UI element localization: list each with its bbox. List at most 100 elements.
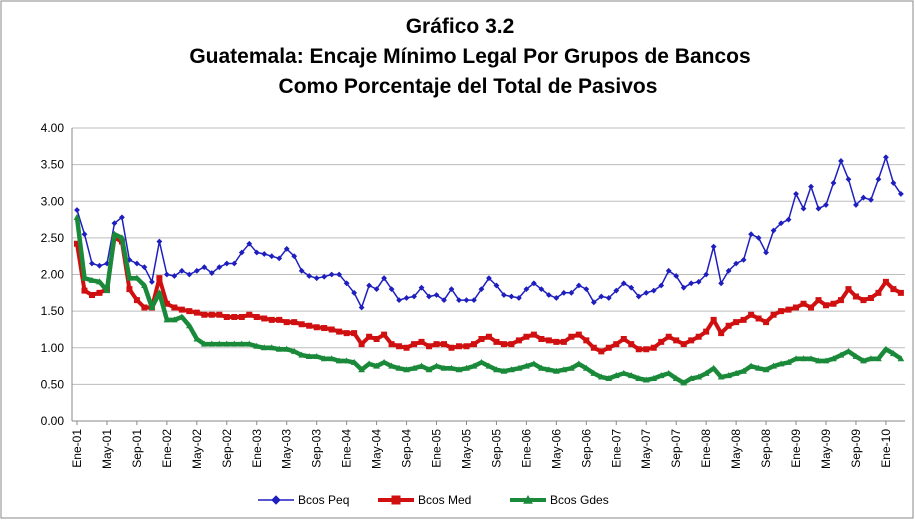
series-marker [133,297,140,304]
series-marker [568,289,575,296]
series-marker [81,231,88,238]
x-tick-label: Sep-09 [849,429,863,468]
series-marker [778,308,785,315]
series-marker [321,324,328,331]
series-marker [612,372,620,379]
series-marker [328,355,336,362]
series-marker [748,311,755,318]
series-marker [800,300,807,307]
y-tick-label: 0.50 [41,377,65,391]
series-marker [156,238,163,245]
series-marker [598,293,605,300]
series-marker [89,260,95,267]
series-marker [313,324,320,331]
series-marker [703,328,710,335]
series-marker [373,335,380,342]
series-marker [119,214,125,221]
legend-marker [391,495,401,505]
series-marker [582,364,590,371]
series-marker [575,282,582,289]
series-marker [335,357,343,364]
series-marker [253,249,260,256]
series-marker [470,341,477,348]
series-marker [433,292,440,298]
series-marker [680,341,687,348]
series-marker [792,355,800,362]
series-marker [426,343,433,350]
series-marker [763,249,769,256]
series-marker [448,344,455,351]
series-marker [845,347,852,354]
series-marker [620,369,628,376]
series-marker [620,335,627,342]
series-marker [530,331,537,338]
x-tick-label: Sep-07 [669,429,683,468]
x-tick-label: Sep-08 [759,429,773,468]
series-marker [133,274,141,281]
series-marker [208,270,215,276]
series-marker [845,286,852,293]
series-marker [403,366,410,373]
series-marker [306,273,313,279]
series-marker [276,255,283,262]
series-marker [538,286,545,293]
series-marker [823,302,829,309]
series-marker [216,264,223,271]
series-marker [785,358,792,365]
series-marker [718,280,725,287]
series-marker [351,289,358,296]
x-tick-label: May-05 [459,429,473,469]
series-marker [508,293,515,300]
series-marker [815,297,822,304]
x-tick-label: Ene-08 [699,429,713,468]
series-marker [635,374,643,382]
x-tick-label: May-06 [549,429,563,469]
series-marker [710,316,717,323]
series-marker [231,313,238,320]
series-marker [305,353,313,360]
series-marker [493,338,500,345]
series-marker [560,289,567,296]
series-marker [627,372,635,379]
series-marker [597,373,605,380]
series-marker [568,333,575,340]
series-marker [553,338,560,345]
series-marker [501,292,507,298]
series-marker [725,372,732,379]
series-marker [426,293,432,300]
series-marker [171,304,178,311]
x-tick-label: Sep-02 [220,429,234,468]
series-marker [800,205,807,212]
series-marker [478,286,485,293]
series-marker [268,253,275,260]
series-marker [673,273,680,279]
series-marker [897,355,905,362]
series-marker [575,331,582,338]
chart-subtitle: Como Porcentaje del Total de Pasivos [279,75,658,98]
series-marker [223,340,231,347]
series-marker [695,278,702,285]
series-marker [96,278,103,285]
series-marker [755,234,762,241]
x-tick-label: Ene-01 [70,429,84,468]
series-marker [875,355,882,362]
series-marker [298,267,305,274]
series-marker [590,299,597,306]
series-marker [890,180,897,186]
series-marker [290,347,298,354]
series-marker [448,286,455,293]
series-marker [126,286,133,293]
series-marker [381,331,388,338]
series-marker [733,260,740,267]
series-marker [733,319,740,326]
series-marker [418,338,425,345]
legend-marker [271,495,281,505]
series-marker [365,360,373,367]
series-marker [658,282,665,289]
series-marker [837,297,844,304]
series-marker [650,374,658,382]
series-marker [680,284,687,291]
series-marker [830,300,837,307]
series-marker [515,364,523,371]
series-marker [306,322,313,329]
